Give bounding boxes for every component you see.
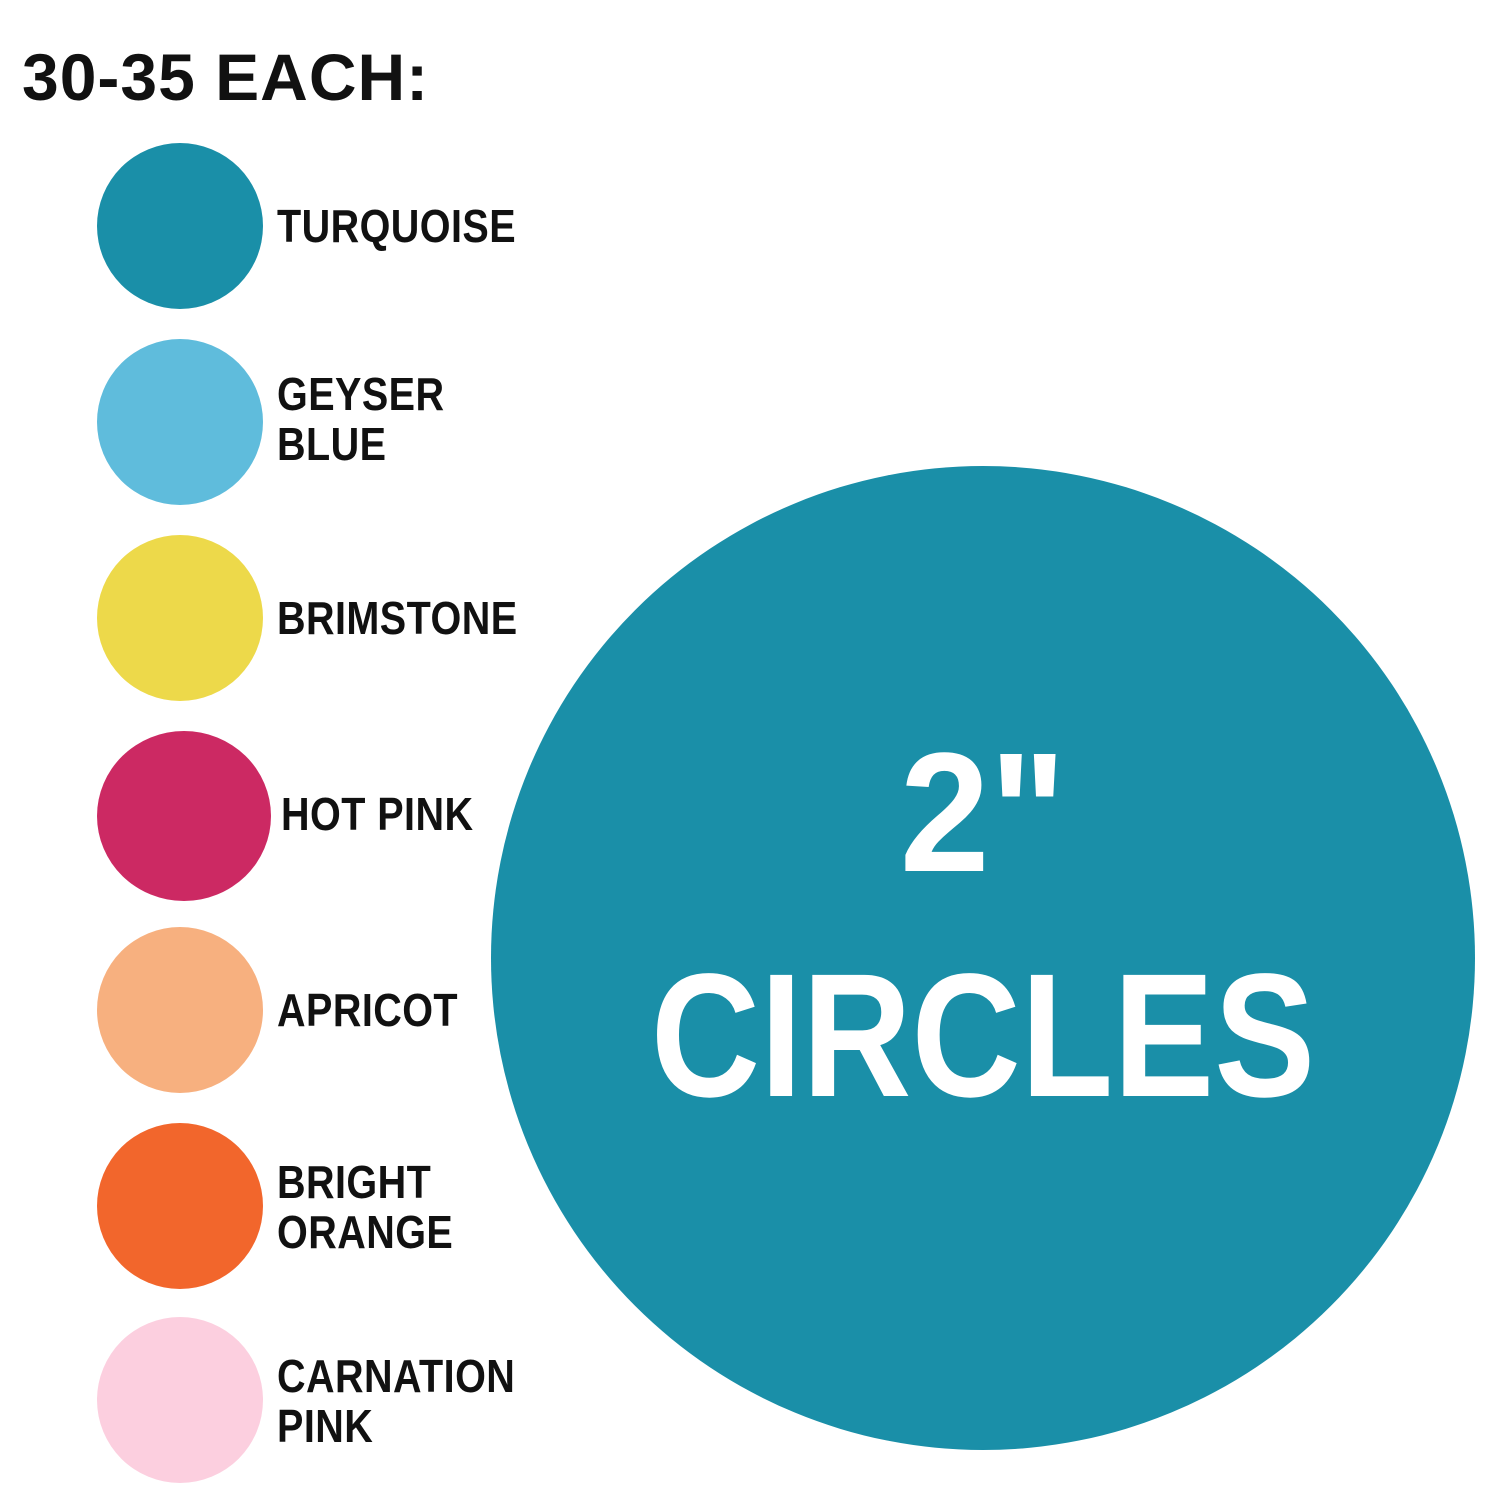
swatch-apricot: APRICOT (0, 927, 600, 1097)
swatch-geyser-blue: GEYSER BLUE (0, 339, 600, 509)
swatch-bright-orange: BRIGHT ORANGE (0, 1123, 600, 1293)
color-swatch-list: TURQUOISE GEYSER BLUE BRIMSTONE HOT PINK… (0, 0, 600, 1500)
swatch-circle (97, 143, 263, 309)
page-heading: 30-35 EACH: (22, 40, 430, 114)
feature-size-text: 2" (899, 718, 1067, 908)
swatch-circle (97, 927, 263, 1093)
swatch-label: APRICOT (277, 984, 459, 1036)
swatch-label: BRIGHT ORANGE (277, 1156, 454, 1258)
swatch-circle (97, 339, 263, 505)
swatch-label: HOT PINK (281, 788, 474, 840)
swatch-circle (97, 1123, 263, 1289)
swatch-label: GEYSER BLUE (277, 368, 445, 470)
swatch-circle (97, 731, 271, 901)
swatch-carnation-pink: CARNATION PINK (0, 1317, 600, 1487)
swatch-circle (97, 1317, 263, 1483)
swatch-brimstone: BRIMSTONE (0, 535, 600, 705)
swatch-label: BRIMSTONE (277, 592, 518, 644)
swatch-turquoise: TURQUOISE (0, 143, 600, 313)
feature-label-text: CIRCLES (650, 938, 1316, 1134)
swatch-circle (97, 535, 263, 701)
swatch-label: TURQUOISE (277, 200, 517, 252)
swatch-hot-pink: HOT PINK (0, 731, 600, 901)
feature-circle: 2" CIRCLES (491, 466, 1475, 1450)
swatch-label: CARNATION PINK (277, 1350, 516, 1452)
